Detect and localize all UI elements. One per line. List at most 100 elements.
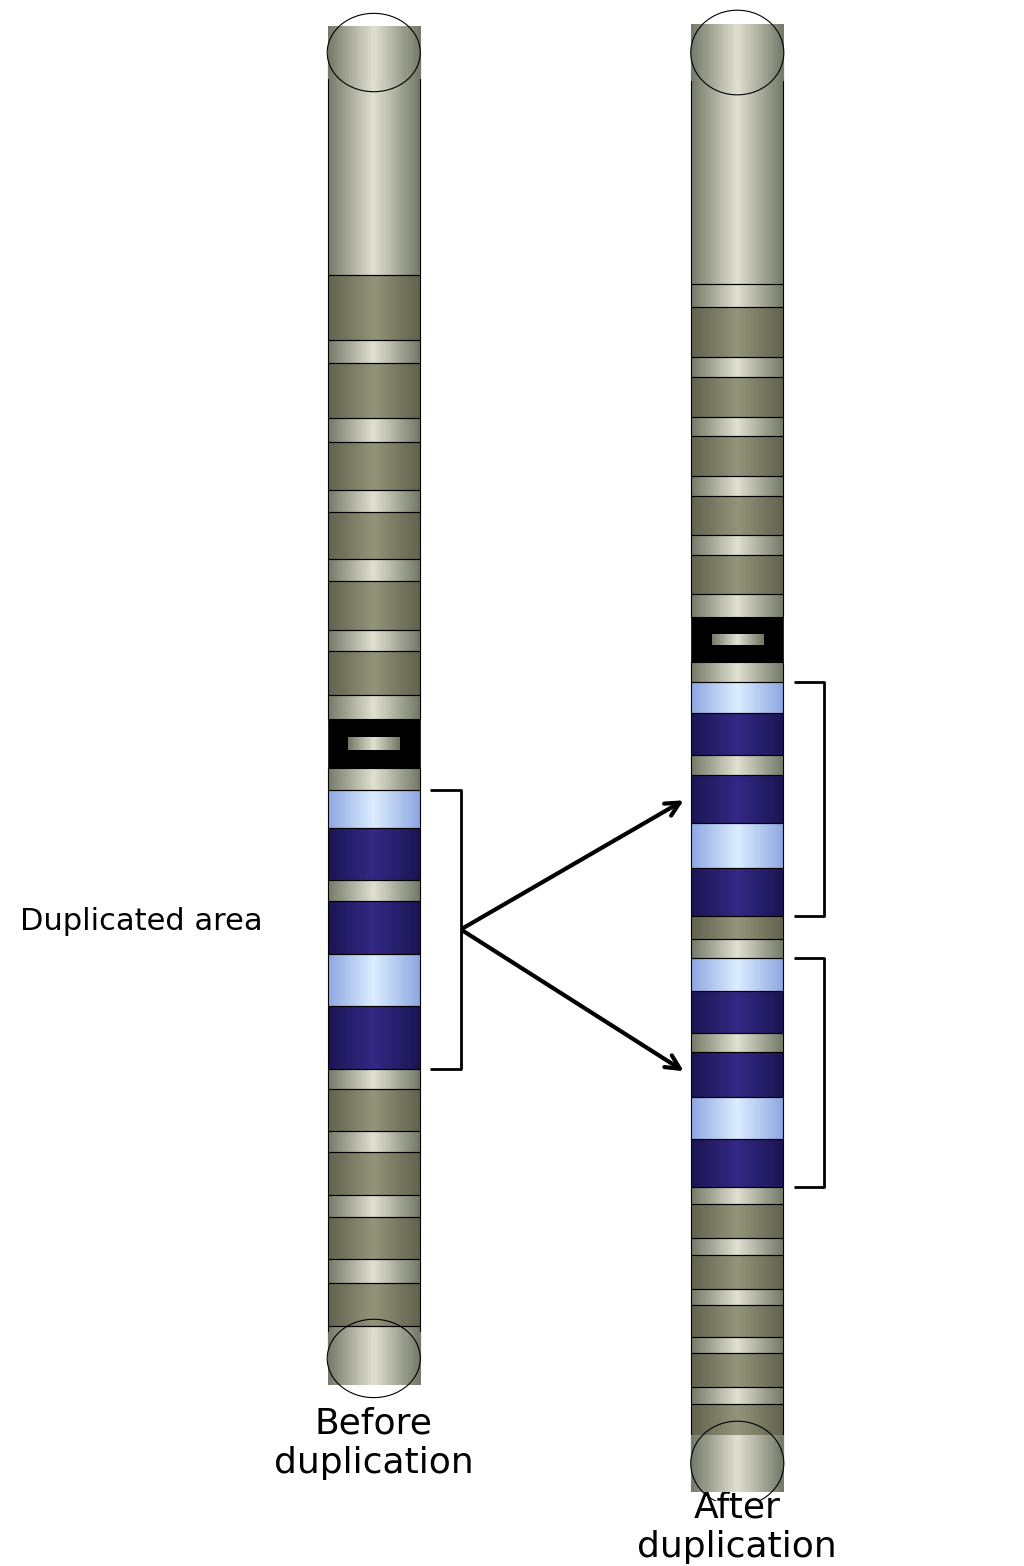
Bar bbox=[336, 769, 338, 791]
Bar bbox=[766, 1405, 769, 1438]
Bar bbox=[703, 1353, 706, 1387]
Bar bbox=[375, 1068, 378, 1090]
Bar bbox=[694, 1187, 696, 1204]
Bar bbox=[776, 1336, 778, 1353]
Bar bbox=[369, 1217, 372, 1259]
Bar bbox=[411, 1283, 414, 1326]
Bar bbox=[759, 437, 761, 476]
Bar bbox=[367, 738, 369, 750]
Bar bbox=[352, 791, 355, 828]
Bar bbox=[723, 1353, 726, 1387]
Bar bbox=[395, 738, 397, 750]
Bar bbox=[728, 1353, 730, 1387]
Bar bbox=[367, 1195, 369, 1217]
Bar bbox=[412, 442, 415, 490]
Bar bbox=[753, 307, 755, 357]
Bar bbox=[377, 1005, 379, 1068]
Bar bbox=[726, 595, 729, 617]
Bar bbox=[734, 554, 736, 595]
Bar bbox=[332, 769, 335, 791]
Bar bbox=[371, 1153, 373, 1195]
Bar bbox=[716, 283, 718, 307]
Bar bbox=[374, 1217, 377, 1259]
Bar bbox=[735, 662, 738, 681]
Bar bbox=[697, 1187, 699, 1204]
Bar bbox=[361, 738, 364, 750]
Bar bbox=[392, 1005, 395, 1068]
Bar bbox=[716, 634, 717, 645]
Bar bbox=[716, 554, 718, 595]
Bar bbox=[780, 417, 782, 437]
Bar bbox=[350, 53, 353, 274]
Bar bbox=[350, 512, 353, 559]
Bar bbox=[737, 1187, 739, 1204]
Bar bbox=[355, 1131, 358, 1153]
Bar bbox=[385, 274, 387, 340]
Bar bbox=[377, 828, 379, 880]
Bar bbox=[374, 1333, 378, 1384]
Bar bbox=[387, 695, 390, 719]
Bar bbox=[748, 1204, 751, 1237]
Bar bbox=[754, 417, 757, 437]
Bar bbox=[757, 755, 760, 775]
Bar bbox=[383, 340, 385, 363]
Bar bbox=[408, 559, 410, 581]
Bar bbox=[777, 1336, 779, 1353]
Bar bbox=[737, 662, 739, 681]
Bar bbox=[392, 274, 395, 340]
Bar bbox=[759, 755, 761, 775]
Bar bbox=[330, 442, 332, 490]
Bar bbox=[726, 713, 729, 755]
Bar bbox=[360, 53, 362, 274]
Bar bbox=[751, 437, 754, 476]
Bar bbox=[772, 1306, 775, 1336]
Bar bbox=[717, 1353, 720, 1387]
Bar bbox=[722, 916, 724, 938]
Bar bbox=[362, 1326, 366, 1358]
Bar bbox=[398, 1090, 401, 1131]
Bar bbox=[389, 581, 391, 630]
Bar bbox=[417, 1090, 420, 1131]
Bar bbox=[383, 53, 385, 274]
Bar bbox=[731, 1336, 733, 1353]
Bar bbox=[383, 559, 385, 581]
Bar bbox=[362, 559, 366, 581]
Bar bbox=[771, 283, 773, 307]
Bar bbox=[416, 630, 418, 650]
Bar bbox=[695, 1034, 698, 1051]
Bar bbox=[732, 1438, 735, 1464]
Bar bbox=[760, 1138, 763, 1187]
Bar bbox=[774, 1405, 776, 1438]
Bar bbox=[358, 1259, 360, 1283]
Bar bbox=[751, 1306, 754, 1336]
Bar bbox=[756, 1289, 758, 1306]
Bar bbox=[418, 512, 421, 559]
Bar bbox=[330, 53, 332, 274]
Bar bbox=[374, 340, 377, 363]
Bar bbox=[762, 377, 764, 417]
Bar bbox=[707, 713, 709, 755]
Bar bbox=[375, 695, 378, 719]
Bar bbox=[328, 791, 420, 828]
Bar bbox=[369, 880, 372, 902]
Bar bbox=[362, 791, 366, 828]
Bar bbox=[342, 442, 344, 490]
Bar bbox=[725, 775, 727, 822]
Bar bbox=[399, 695, 402, 719]
Bar bbox=[357, 1195, 359, 1217]
Bar bbox=[414, 828, 416, 880]
Bar bbox=[375, 442, 378, 490]
Bar bbox=[352, 418, 355, 442]
Bar bbox=[763, 1096, 766, 1138]
Bar bbox=[776, 1289, 778, 1306]
Bar bbox=[378, 738, 380, 750]
Bar bbox=[759, 1436, 763, 1492]
Bar bbox=[352, 738, 354, 750]
Bar bbox=[414, 1326, 416, 1358]
Bar bbox=[344, 1068, 347, 1090]
Bar bbox=[373, 954, 375, 1005]
Bar bbox=[336, 630, 338, 650]
Bar bbox=[759, 1096, 761, 1138]
Bar bbox=[404, 880, 408, 902]
Bar bbox=[750, 1034, 752, 1051]
